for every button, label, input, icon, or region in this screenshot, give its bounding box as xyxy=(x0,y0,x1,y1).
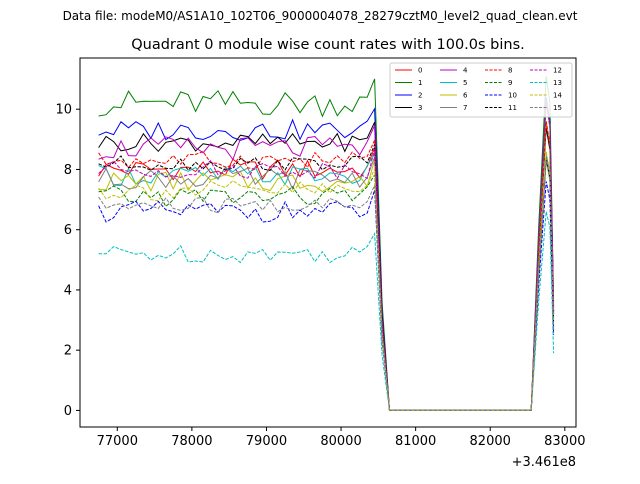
legend-label: 15 xyxy=(553,104,562,112)
series-line-8 xyxy=(98,121,555,411)
y-tick-label: 2 xyxy=(64,344,72,359)
x-tick-label: 81000 xyxy=(395,434,436,449)
series-line-13 xyxy=(98,211,555,411)
series-line-6 xyxy=(98,121,555,411)
y-tick-label: 0 xyxy=(64,404,72,419)
y-tick-label: 8 xyxy=(64,163,72,178)
series-line-3 xyxy=(98,121,555,411)
axis-ticks: 77000 78000 79000 80000 81000 82000 83000 0 2 4 6 8… xyxy=(55,103,585,449)
legend-label: 11 xyxy=(508,104,517,112)
series-line-2 xyxy=(98,97,555,411)
chart-suptitle: Data file: modeM0/AS1A10_102T06_90000040… xyxy=(63,9,578,23)
legend-label: 5 xyxy=(463,79,467,87)
x-offset-label: +3.461e8 xyxy=(512,455,576,470)
series-line-10 xyxy=(98,181,555,411)
series-line-9 xyxy=(98,103,555,411)
x-tick-label: 80000 xyxy=(320,434,361,449)
series-line-15 xyxy=(98,157,555,411)
legend-label: 14 xyxy=(553,92,562,100)
chart-title: Quadrant 0 module wise count rates with … xyxy=(131,37,525,53)
series-line-1 xyxy=(98,76,555,411)
series-line-4 xyxy=(98,100,555,411)
y-tick-label: 6 xyxy=(64,223,72,238)
x-tick-label: 78000 xyxy=(171,434,212,449)
legend-label: 9 xyxy=(508,79,512,87)
axes-frame xyxy=(79,57,577,428)
x-tick-label: 77000 xyxy=(97,434,138,449)
series-line-11 xyxy=(98,144,555,411)
y-tick-label: 10 xyxy=(55,103,72,118)
legend-box xyxy=(389,62,573,118)
plot-area xyxy=(98,76,555,411)
x-tick-label: 79000 xyxy=(246,434,287,449)
legend-label: 10 xyxy=(508,92,517,100)
legend-label: 1 xyxy=(418,79,422,87)
x-tick-label: 82000 xyxy=(470,434,511,449)
legend-label: 12 xyxy=(553,67,562,75)
series-line-12 xyxy=(98,100,555,411)
legend-label: 13 xyxy=(553,79,562,87)
y-tick-label: 4 xyxy=(64,283,72,298)
series-line-7 xyxy=(98,156,555,411)
x-tick-label: 83000 xyxy=(544,434,585,449)
series-line-5 xyxy=(98,152,555,411)
legend-label: 4 xyxy=(463,67,468,75)
legend-label: 7 xyxy=(463,104,467,112)
legend-label: 0 xyxy=(418,67,422,75)
legend-label: 2 xyxy=(418,92,422,100)
legend-label: 6 xyxy=(463,92,468,100)
series-line-0 xyxy=(98,124,555,411)
series-line-14 xyxy=(98,151,555,411)
legend-label: 8 xyxy=(508,67,512,75)
legend-label: 3 xyxy=(418,104,422,112)
